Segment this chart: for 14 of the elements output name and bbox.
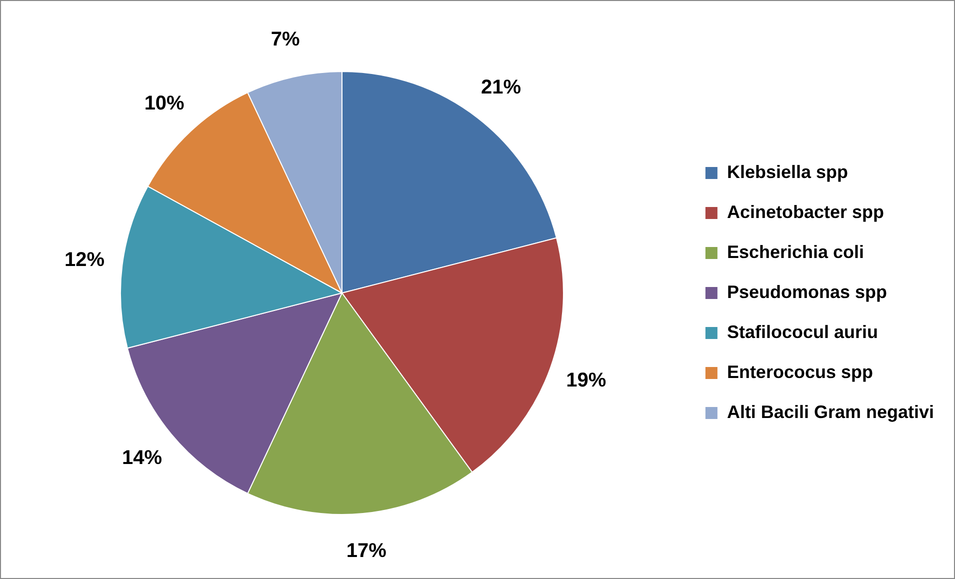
legend-label: Klebsiella spp: [726, 162, 848, 182]
legend-label: Enterococus spp: [726, 362, 873, 382]
legend-label: Acinetobacter spp: [726, 202, 884, 222]
legend-label: Stafilococul auriu: [726, 322, 878, 342]
data-label: 10%: [144, 92, 185, 114]
data-label: 21%: [481, 76, 522, 98]
data-label: 14%: [122, 446, 162, 469]
data-label: 17%: [346, 540, 387, 562]
legend-label: Alti Bacili Gram negativi: [726, 402, 934, 422]
legend-label: Escherichia coli: [726, 242, 864, 262]
legend-label: Pseudomonas spp: [726, 282, 887, 302]
data-label: 19%: [566, 369, 606, 392]
data-label: 12%: [64, 248, 105, 271]
data-label: 7%: [270, 28, 300, 50]
